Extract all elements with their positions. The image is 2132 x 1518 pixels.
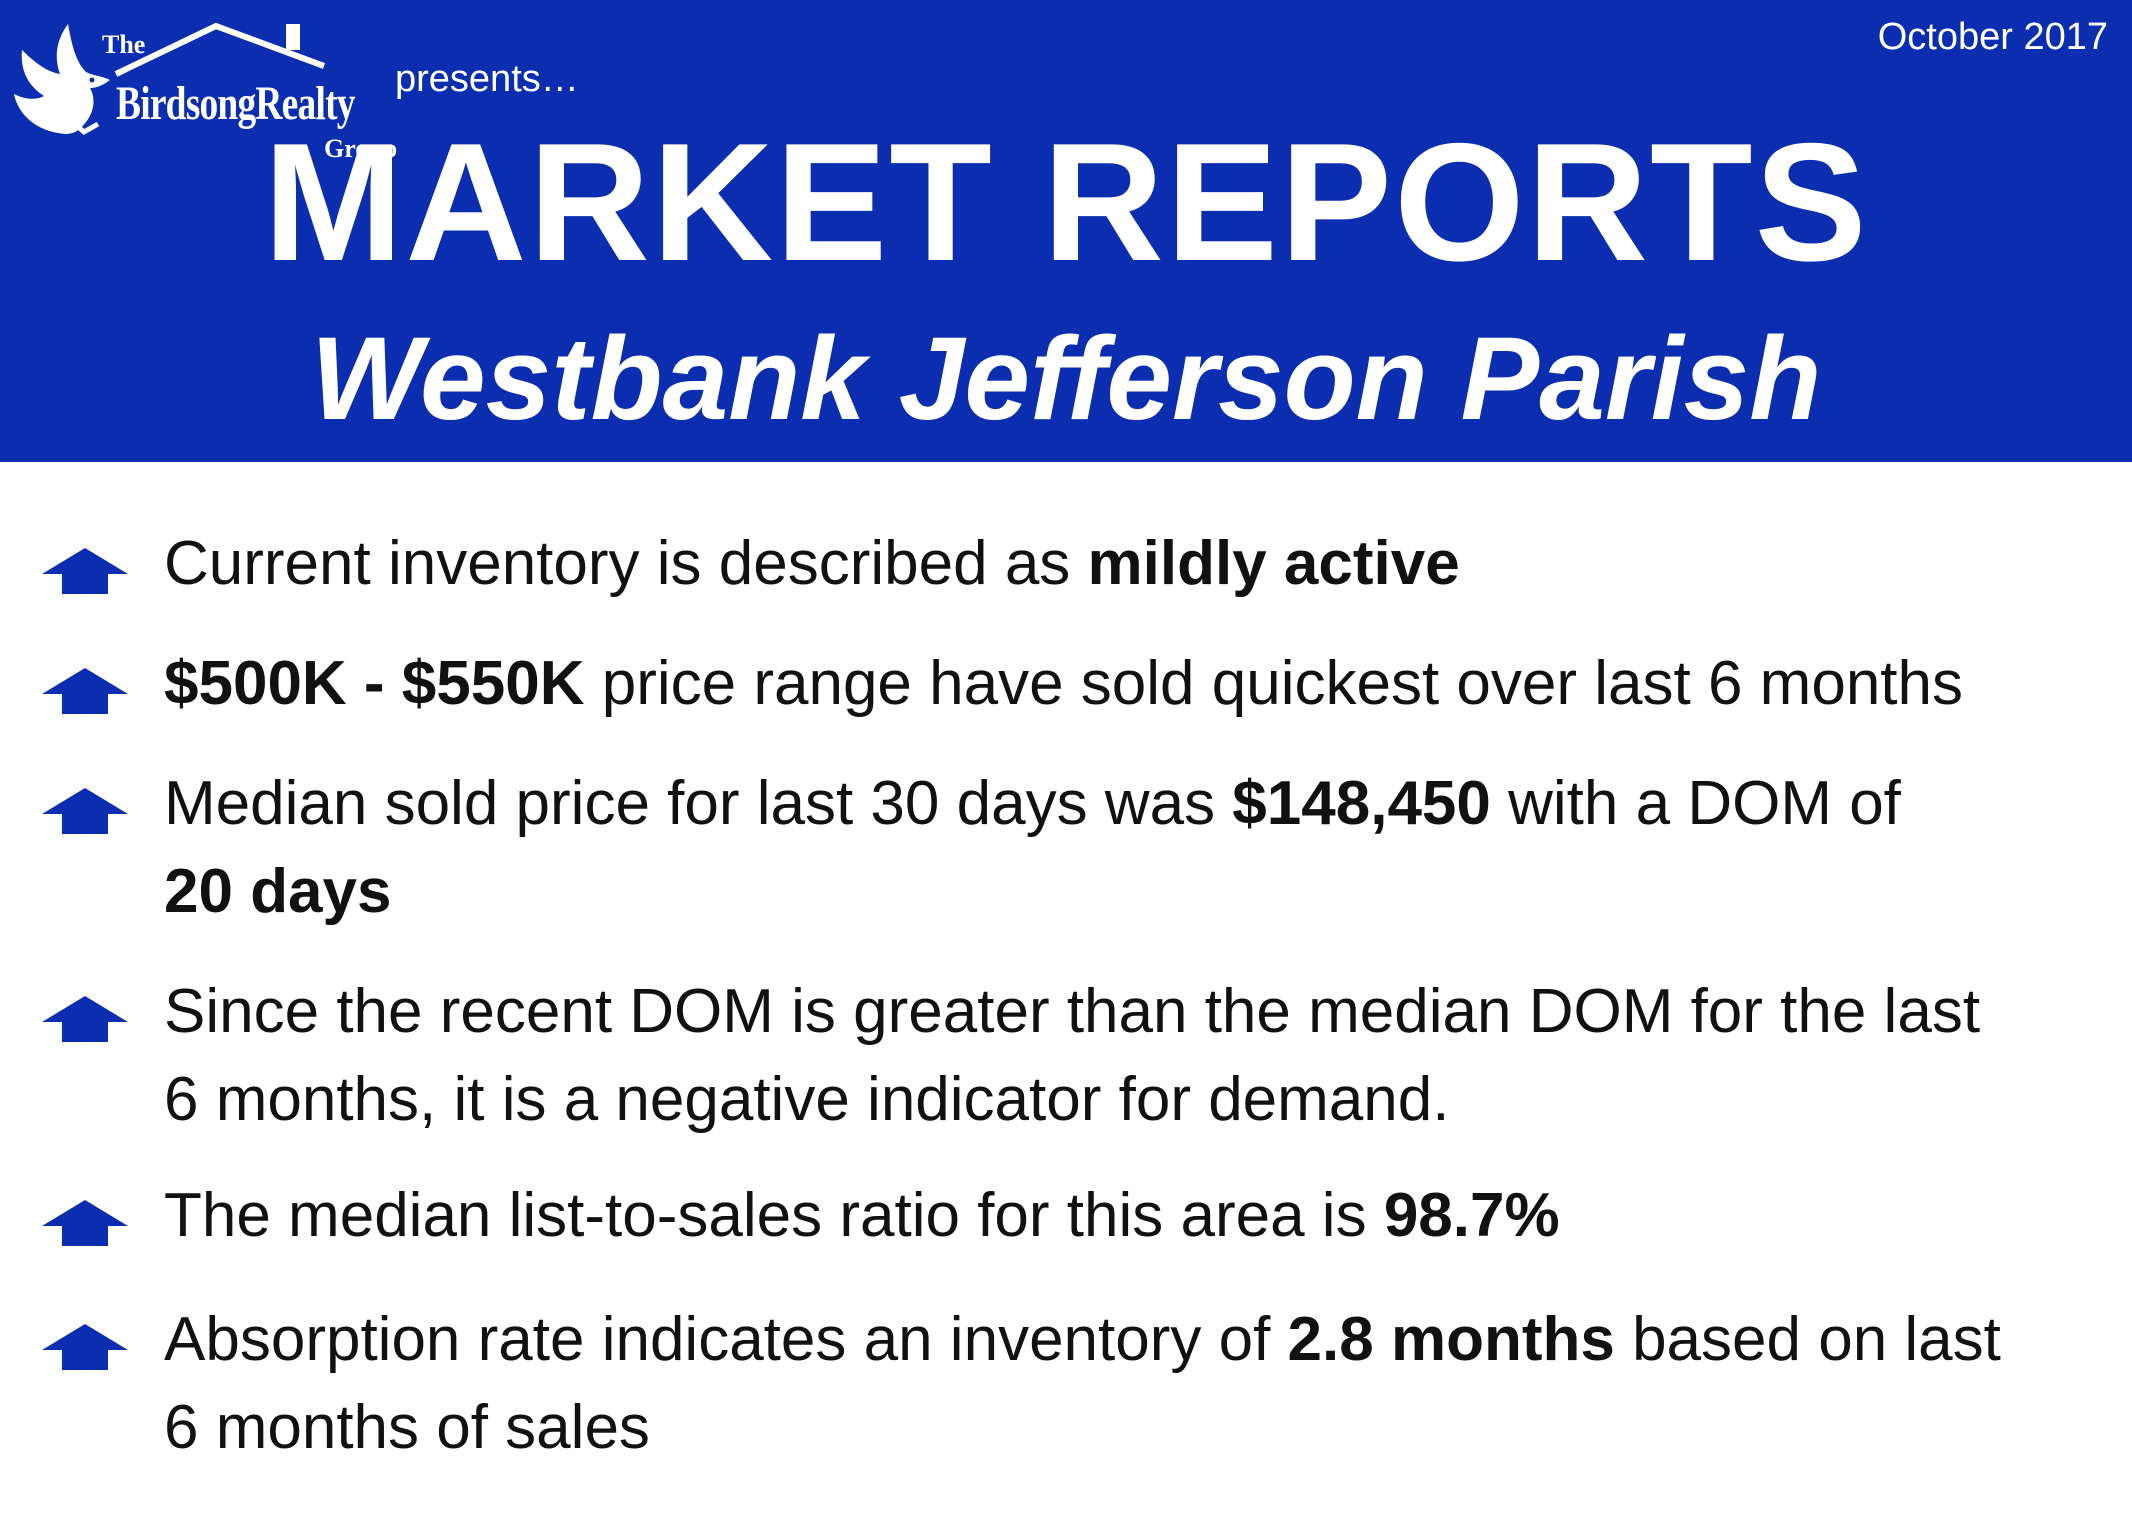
header-banner: The BirdsongRealty Group presents… Octob… (0, 0, 2132, 462)
presents-text: presents… (395, 58, 579, 100)
up-arrow-icon (42, 548, 128, 594)
up-arrow-icon (42, 788, 128, 834)
bullet-text-part: Median sold price for last 30 days was (164, 769, 1233, 838)
bullet-text-bold: mildly active (1087, 529, 1460, 598)
bullet-text-part: based on last 6 months of sales (164, 1305, 2001, 1462)
bullet-text: The median list-to-sales ratio for this … (164, 1172, 2064, 1260)
logo-name-text: BirdsongRealty (116, 77, 355, 130)
bullet-text: Current inventory is described as mildly… (164, 520, 2064, 608)
birdsong-realty-logo: The BirdsongRealty Group (6, 14, 397, 162)
house-roof-icon (114, 22, 326, 77)
bullet-text-part: The median list-to-sales ratio for this … (164, 1181, 1384, 1250)
up-arrow-icon (42, 1200, 128, 1246)
bullet-text-part: Since the recent DOM is greater than the… (164, 977, 1981, 1134)
bullet-text-bold: $148,450 (1232, 769, 1491, 838)
page-title: MARKET REPORTS (263, 108, 1869, 296)
bullet-text: $500K - $550K price range have sold quic… (164, 640, 2064, 728)
bullet-text-bold: 98.7% (1383, 1181, 1560, 1250)
up-arrow-icon (42, 668, 128, 714)
bullet-text-bold: 2.8 months (1287, 1305, 1615, 1374)
up-arrow-icon (42, 1324, 128, 1370)
page-subtitle: Westbank Jefferson Parish (310, 313, 1822, 445)
bullet-text-part: Absorption rate indicates an inventory o… (164, 1305, 1288, 1374)
bullet-text: Since the recent DOM is greater than the… (164, 968, 2014, 1144)
report-date: October 2017 (1877, 16, 2108, 58)
up-arrow-icon (42, 996, 128, 1042)
logo-group-text: Group (324, 134, 398, 163)
bullet-text-part: price range have sold quickest over last… (584, 649, 1964, 718)
bullet-text-bold: 20 days (164, 857, 392, 926)
bullet-text: Absorption rate indicates an inventory o… (164, 1296, 2014, 1472)
bullet-text-part: with a DOM of (1490, 769, 1901, 838)
logo-the-text: The (102, 30, 146, 59)
dove-icon (14, 24, 110, 136)
bullet-text-bold: $500K - $550K (164, 649, 585, 718)
bullet-text: Median sold price for last 30 days was $… (164, 760, 2064, 936)
bullet-text-part: Current inventory is described as (164, 529, 1088, 598)
